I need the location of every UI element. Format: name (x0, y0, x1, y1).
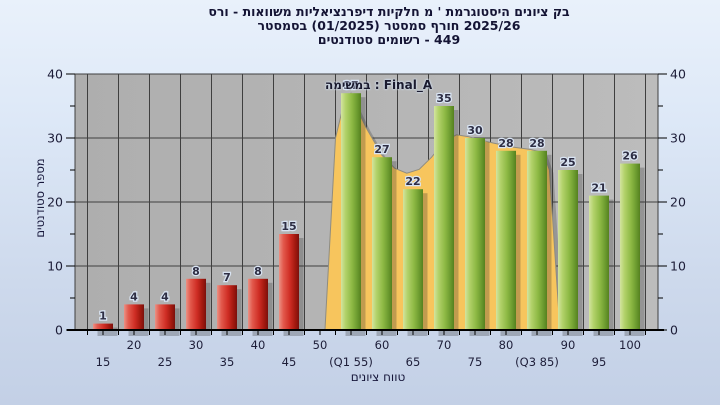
bar-value-label-85: 28 (529, 137, 544, 150)
text-token: ' (437, 4, 442, 19)
x-tick-label-25: 25 (158, 355, 173, 369)
chart-title-block: ורס - משוואות דיפרנציאליות חלקיות מ ' הי… (0, 5, 720, 47)
text-token: : (374, 78, 380, 92)
y-axis-title: מספר סטודנטים (33, 158, 47, 238)
y-tick-label-right: 30 (670, 131, 686, 146)
bar-55 (341, 93, 361, 330)
bar-100 (620, 163, 640, 330)
text-token: 2025/26 (463, 18, 521, 33)
title-line-1: ורס - משוואות דיפרנציאליות חלקיות מ ' הי… (58, 5, 720, 19)
y-tick-label-left: 20 (47, 195, 63, 210)
y-tick-label-right: 0 (670, 323, 678, 338)
x-tick-label-30: 30 (189, 338, 204, 352)
bar-70 (434, 106, 454, 330)
bar-75 (465, 138, 485, 330)
bar-value-label-45: 15 (281, 220, 296, 233)
bar-value-label-20: 4 (130, 290, 138, 303)
bar-35 (217, 285, 237, 330)
text-token: (01/2025) (311, 18, 380, 33)
y-tick-label-right: 40 (670, 67, 686, 82)
x-axis-title: טווח ציונים (350, 370, 406, 384)
bar-value-label-15: 1 (99, 310, 107, 323)
text-token: חלקיות (377, 4, 420, 19)
text-token: - (424, 32, 430, 47)
text-token: במשימה (325, 78, 371, 92)
text-token: היסטוגרמת (445, 4, 510, 19)
y-tick-label-right: 20 (670, 195, 686, 210)
bar-90 (558, 170, 578, 330)
x-tick-label-85: (Q3 85) (515, 355, 559, 369)
y-tick-label-right: 10 (670, 259, 686, 274)
y-tick-label-left: 40 (47, 67, 63, 82)
bar-65 (403, 189, 423, 330)
bar-value-label-40: 8 (254, 265, 262, 278)
bar-80 (496, 150, 516, 330)
bar-85 (527, 150, 547, 330)
title-line-2: בסמסטר (01/2025) סמסטר חורף 2025/26 (58, 19, 720, 33)
text-token: ורס (208, 4, 229, 19)
x-tick-label-20: 20 (127, 338, 142, 352)
bar-20 (124, 304, 144, 330)
bar-shadow (97, 327, 118, 336)
y-tick-label-left: 10 (47, 259, 63, 274)
bar-value-label-80: 28 (498, 137, 513, 150)
bar-value-label-100: 26 (622, 150, 638, 163)
x-tick-label-100: 100 (619, 338, 641, 352)
legend-final-a: במשימה : Final_A (325, 78, 432, 92)
text-token: חורף (430, 18, 460, 33)
bar-value-label-75: 30 (467, 124, 483, 137)
x-tick-label-80: 80 (499, 338, 514, 352)
text-token: ציונים (514, 4, 549, 19)
x-tick-label-45: 45 (282, 355, 297, 369)
bar-value-label-65: 22 (405, 175, 420, 188)
text-token: דיפרנציאליות (296, 4, 374, 19)
bar-95 (589, 195, 609, 330)
y-tick-label-left: 30 (47, 131, 63, 146)
x-tick-label-95: 95 (592, 355, 607, 369)
bar-40 (248, 278, 268, 330)
x-tick-label-70: 70 (437, 338, 452, 352)
bar-60 (372, 157, 392, 330)
bar-25 (155, 304, 175, 330)
bar-value-label-25: 4 (161, 290, 169, 303)
bar-15 (93, 323, 113, 330)
text-token: - (233, 4, 239, 19)
x-tick-label-40: 40 (251, 338, 266, 352)
x-tick-label-75: 75 (468, 355, 483, 369)
bar-45 (279, 234, 299, 330)
x-tick-label-50: 50 (313, 338, 328, 352)
text-token: רשומים (377, 32, 421, 47)
text-token: Final_A (383, 78, 433, 92)
y-tick-label-left: 0 (55, 323, 63, 338)
bar-value-label-55: 37 (343, 79, 358, 92)
x-tick-label-35: 35 (220, 355, 235, 369)
title-line-3: סטודנטים רשומים - 449 (58, 33, 720, 47)
bar-value-label-60: 27 (374, 143, 389, 156)
text-token: בק (552, 4, 570, 19)
text-token: 449 (434, 32, 461, 47)
text-token: מ (424, 4, 434, 19)
text-token: בסמסטר (257, 18, 308, 33)
text-token: סמסטר (384, 18, 427, 33)
x-tick-label-60: 60 (375, 338, 390, 352)
x-tick-label-15: 15 (96, 355, 111, 369)
text-token: משוואות (242, 4, 292, 19)
x-tick-label-55: (Q1 55) (329, 355, 373, 369)
bar-value-label-35: 7 (223, 271, 231, 284)
bar-30 (186, 278, 206, 330)
bar-value-label-30: 8 (192, 265, 200, 278)
bar-value-label-90: 25 (560, 156, 575, 169)
bar-value-label-95: 21 (591, 182, 606, 195)
x-tick-label-90: 90 (561, 338, 576, 352)
text-token: סטודנטים (317, 32, 374, 47)
x-tick-label-65: 65 (406, 355, 421, 369)
bar-value-label-70: 35 (436, 92, 451, 105)
